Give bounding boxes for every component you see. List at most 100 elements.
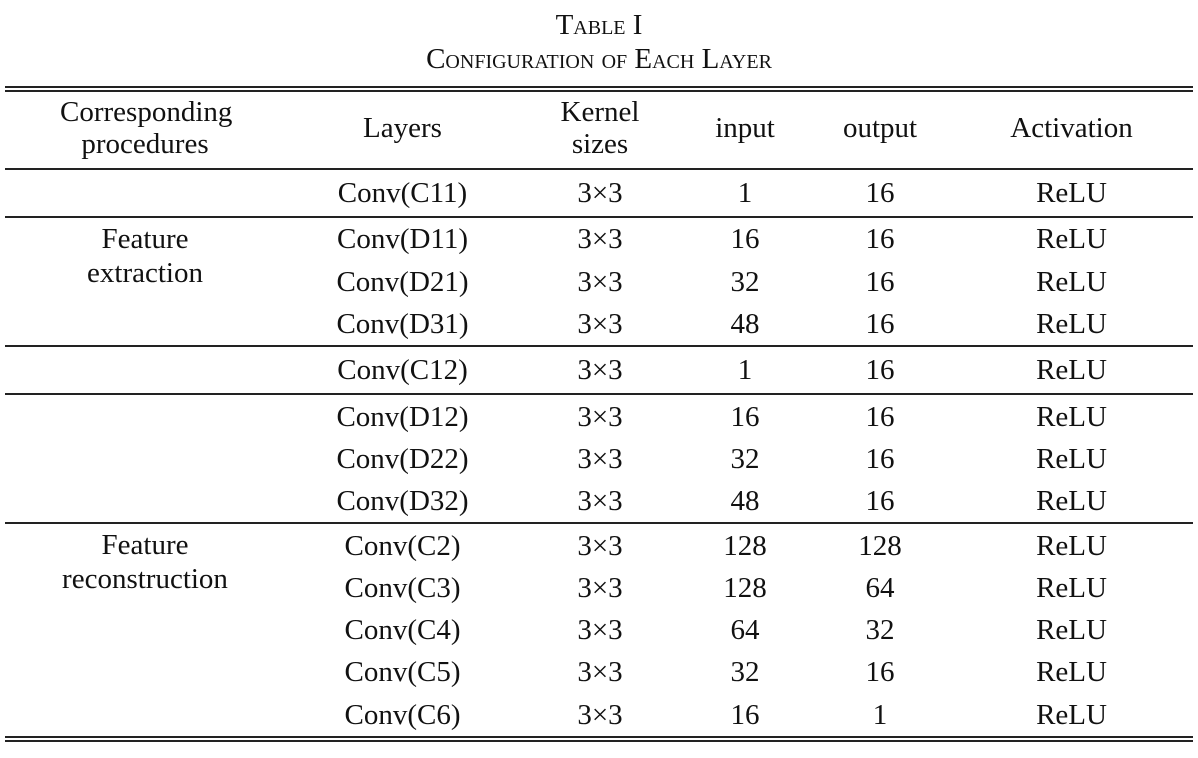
table-cell: ReLU — [1036, 265, 1107, 298]
table-cell: ReLU — [1036, 485, 1107, 518]
header-cell: Layers — [285, 89, 520, 170]
table-row: Feature reconstruction Conv(C2) 3×3 128 128 R… — [5, 522, 1193, 739]
table-cell: 3×3 — [577, 656, 623, 689]
table-row: Conv(C11) 3×3 1 16 ReLU — [5, 169, 1193, 217]
table-cell: 16 — [865, 656, 895, 689]
table-cell: ReLU — [1036, 442, 1107, 475]
table-row: Conv(C12) 3×3 1 16 ReLU — [5, 345, 1193, 395]
table-cell: 3×3 — [577, 571, 623, 604]
table-cell: Conv(C4) — [344, 614, 461, 647]
procedure-cell: Feature extraction — [5, 216, 285, 347]
table-cell: ReLU — [950, 393, 1193, 438]
table-cell: 48 — [730, 485, 760, 518]
header-text: Layers — [363, 112, 442, 144]
table-cell: 32 — [730, 265, 760, 298]
table-row: Conv(D12) 3×3 16 16 ReLU — [5, 393, 1193, 524]
table-row: Conv(C6) 3×3 16 1 ReLU — [5, 694, 1193, 739]
header-cell: Kernel sizes — [520, 89, 680, 170]
table-cell: 3×3 — [577, 442, 623, 475]
table-cell: 16 — [865, 308, 895, 341]
table-cell: 3×3 — [577, 485, 623, 518]
table-cell: 32 — [865, 614, 895, 647]
table-cell: 16 — [810, 216, 950, 261]
table-cell: Conv(D21) — [336, 265, 469, 298]
table-cell: 1 — [872, 698, 888, 731]
table-cell: 48 — [730, 308, 760, 341]
row-group: Feature reconstruction Conv(C2) 3×3 128 128 R… — [5, 522, 1193, 739]
table-cell: 16 — [680, 216, 810, 261]
table-cell: 1 — [680, 345, 810, 395]
table-cell: 3×3 — [577, 265, 623, 298]
procedure-cell — [5, 393, 285, 524]
table-row: Conv(C4) 3×3 64 32 ReLU — [5, 609, 1193, 651]
table-cell: ReLU — [950, 522, 1193, 567]
table-cell: 1 — [737, 177, 753, 210]
table-cell: Conv(D11) — [285, 216, 520, 261]
header-text: Activation — [1010, 112, 1133, 144]
row-group: Feature extraction Conv(D11) 3×3 16 16 ReLU Co… — [5, 216, 1193, 347]
procedure-cell — [5, 169, 285, 217]
table-cell: 128 — [723, 571, 767, 604]
procedure-label: Feature extraction — [87, 223, 203, 290]
table-cell: 16 — [865, 442, 895, 475]
table-cell: Conv(C12) — [285, 345, 520, 395]
config-table: Corresponding procedures Layers Kernel siz… — [5, 86, 1193, 742]
table-cell: 3×3 — [520, 522, 680, 567]
header-text: Kernel sizes — [560, 96, 640, 160]
table-label: Table I — [555, 9, 643, 41]
header-cell: output — [810, 89, 950, 170]
table-cell: ReLU — [1036, 656, 1107, 689]
table-row: Conv(C3) 3×3 128 64 ReLU — [5, 567, 1193, 609]
table-cell: Conv(D31) — [336, 308, 469, 341]
table-cell: 16 — [865, 265, 895, 298]
table-cell: Conv(C6) — [344, 698, 461, 731]
header-text: output — [842, 112, 918, 144]
table-row: Conv(C5) 3×3 32 16 ReLU — [5, 651, 1193, 693]
table-cell: Conv(C3) — [344, 571, 461, 604]
table-cell: 64 — [730, 614, 760, 647]
table-cell: 16 — [810, 345, 950, 395]
procedure-cell: Feature reconstruction — [5, 522, 285, 739]
table-cell: 64 — [865, 571, 895, 604]
table-cell: 3×3 — [520, 345, 680, 395]
table-row: Conv(D31) 3×3 48 16 ReLU — [5, 303, 1193, 346]
table-cell: 16 — [730, 698, 760, 731]
table-title: Configuration of Each Layer — [426, 43, 772, 75]
table-cell: 32 — [730, 442, 760, 475]
table-cell: 128 — [810, 522, 950, 567]
row-group: Conv(C11) 3×3 1 16 ReLU — [5, 169, 1193, 217]
table-cell: ReLU — [1036, 614, 1107, 647]
table-cell: Conv(C2) — [285, 522, 520, 567]
table-cell: 3×3 — [577, 614, 623, 647]
header-cell: input — [680, 89, 810, 170]
table-cell: ReLU — [950, 216, 1193, 261]
header-text: Corresponding procedures — [60, 96, 233, 160]
header-cell: Corresponding procedures — [5, 89, 285, 170]
table-cell: Conv(C5) — [344, 656, 461, 689]
procedure-cell — [5, 345, 285, 395]
table-cell: ReLU — [1036, 571, 1107, 604]
table-cell: 3×3 — [520, 393, 680, 438]
table-cell: Conv(C11) — [337, 177, 468, 210]
table-cell: 16 — [865, 177, 895, 210]
table-cell: 16 — [680, 393, 810, 438]
table-cell: ReLU — [1036, 698, 1107, 731]
table-cell: 32 — [730, 656, 760, 689]
table-cell: 16 — [810, 393, 950, 438]
table-cell: 128 — [680, 522, 810, 567]
table-cell: ReLU — [1036, 308, 1107, 341]
procedure-label: Feature reconstruction — [62, 529, 228, 596]
header-row: Corresponding procedures Layers Kernel siz… — [5, 89, 1193, 170]
table-cell: 3×3 — [577, 308, 623, 341]
header-text: input — [715, 112, 775, 144]
table-cell: ReLU — [1036, 177, 1107, 210]
table-cell: 16 — [865, 485, 895, 518]
table-cell: ReLU — [950, 345, 1193, 395]
table-row: Conv(D32) 3×3 48 16 ReLU — [5, 480, 1193, 523]
table-cell: 3×3 — [577, 177, 623, 210]
row-group: Conv(C12) 3×3 1 16 ReLU — [5, 345, 1193, 395]
table-cell: Conv(D32) — [336, 485, 469, 518]
table-row: Conv(D21) 3×3 32 16 ReLU — [5, 261, 1193, 303]
table-row: Feature extraction Conv(D11) 3×3 16 16 ReLU — [5, 216, 1193, 347]
